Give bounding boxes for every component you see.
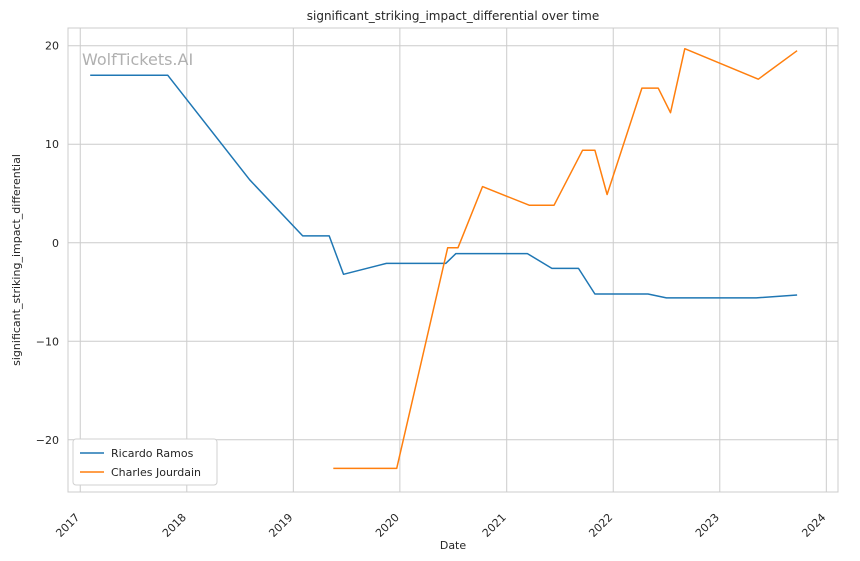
x-tick-label: 2020 xyxy=(373,511,402,540)
grid xyxy=(68,28,838,492)
plot-frame xyxy=(67,27,839,493)
x-tick-label: 2018 xyxy=(160,511,189,540)
legend: Ricardo Ramos Charles Jourdain xyxy=(72,438,218,486)
x-axis-label: Date xyxy=(440,539,467,552)
y-tick-label: 0 xyxy=(52,237,59,250)
series-lines xyxy=(90,47,798,470)
y-tick-label: 10 xyxy=(45,138,59,151)
x-tick-label: 2021 xyxy=(480,511,509,540)
legend-box xyxy=(72,438,218,486)
legend-entry-charles-jourdain: Charles Jourdain xyxy=(111,466,201,479)
y-axis-ticks: −20 −10 0 10 20 xyxy=(36,40,59,447)
y-tick-label: 20 xyxy=(45,40,59,53)
y-tick-label: −20 xyxy=(36,434,59,447)
y-tick-label: −10 xyxy=(36,335,59,348)
y-axis-label: significant_striking_impact_differential xyxy=(10,154,23,366)
x-tick-label: 2017 xyxy=(53,511,82,540)
watermark: WolfTickets.AI xyxy=(82,50,193,69)
legend-entry-ricardo-ramos: Ricardo Ramos xyxy=(111,447,194,460)
series-line-ricardo-ramos xyxy=(90,74,798,299)
x-axis-ticks: 2017 2018 2019 2020 2021 2022 2023 2024 xyxy=(53,511,828,540)
x-tick-label: 2023 xyxy=(693,511,722,540)
chart-title: significant_striking_impact_differential… xyxy=(307,9,599,23)
series-line-charles-jourdain xyxy=(333,47,798,470)
x-tick-label: 2022 xyxy=(586,511,615,540)
x-tick-label: 2024 xyxy=(799,511,828,540)
x-tick-label: 2019 xyxy=(266,511,295,540)
